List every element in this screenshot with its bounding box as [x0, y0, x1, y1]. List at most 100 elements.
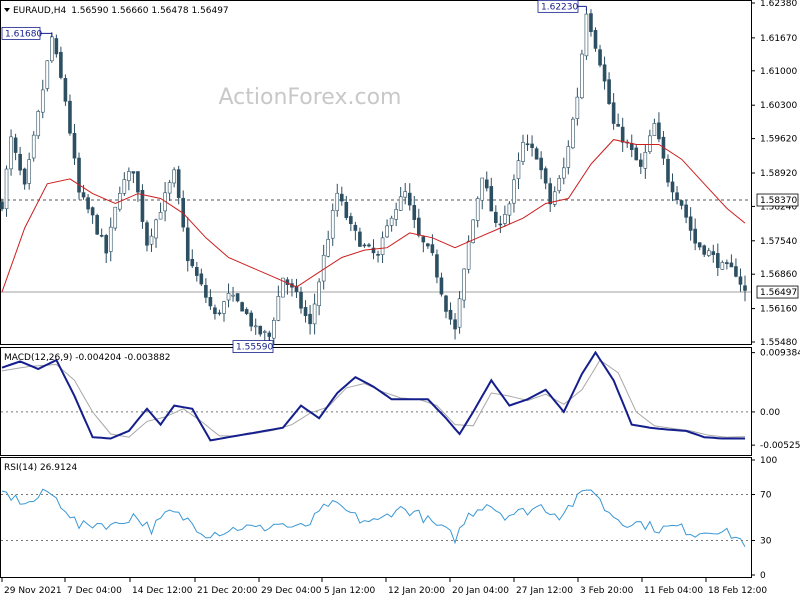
rsi-y-tick-label: 0	[760, 571, 766, 581]
candle-body	[471, 219, 475, 243]
candle-body	[584, 13, 589, 57]
candle-body	[217, 312, 222, 315]
candle-body	[697, 242, 702, 248]
rsi-panel-frame	[0, 457, 752, 578]
x-tick-label: 11 Feb 04:00	[644, 586, 703, 596]
candle-body	[362, 244, 367, 247]
candle-body	[480, 177, 485, 201]
candle-body	[580, 53, 584, 99]
candle-body	[299, 291, 303, 309]
candle-body	[512, 179, 516, 204]
price-panel-frame	[0, 0, 752, 345]
candle-body	[176, 169, 181, 198]
candle-body	[22, 168, 27, 185]
candle-body	[466, 240, 471, 270]
x-tick-label: 14 Dec 12:00	[132, 586, 193, 596]
candle-body	[602, 64, 607, 82]
candle-body	[122, 179, 127, 194]
candle-body	[145, 222, 149, 246]
candle-body	[104, 235, 109, 254]
rsi-y-tick-label: 70	[760, 491, 772, 501]
macd-panel-frame	[0, 347, 752, 456]
candle-body	[371, 247, 376, 254]
candle-body	[489, 186, 494, 212]
candle-body	[90, 207, 95, 216]
candle-body	[598, 49, 602, 66]
candle-body	[403, 191, 408, 198]
candle-body	[734, 266, 738, 277]
candle-body	[620, 126, 625, 143]
candle-body	[308, 313, 312, 325]
annotation-box	[537, 0, 579, 13]
candle-body	[240, 302, 244, 312]
candle-body	[421, 236, 426, 243]
candle-body	[453, 319, 457, 330]
candle-body	[534, 148, 539, 160]
price-level-tag-box	[756, 285, 799, 299]
watermark: ActionForex.com	[219, 85, 402, 110]
candle-body	[4, 168, 9, 210]
price-y-axis: 1.62380 1.61670 1.61000 1.60300 1.59620 1.589…	[751, 0, 797, 348]
candle-body	[634, 147, 639, 161]
candle-body	[616, 124, 620, 127]
candle-body	[376, 254, 380, 256]
rsi-y-tick-label: 30	[760, 537, 772, 547]
x-tick-label: 7 Dec 04:00	[67, 586, 122, 596]
candle-body	[99, 235, 104, 237]
candle-body	[54, 38, 59, 55]
x-tick-label: 29 Nov 2021	[4, 586, 62, 596]
candle-body	[521, 142, 525, 162]
rsi-title: RSI(14) 26.9124	[4, 463, 77, 473]
candle-body	[27, 159, 31, 184]
candle-body	[222, 301, 226, 314]
candle-body	[31, 134, 36, 159]
candle-body	[725, 262, 729, 265]
price-y-tick-label: 1.60300	[760, 101, 797, 111]
candle-body	[484, 179, 489, 189]
candle-body	[108, 226, 113, 252]
candle-body	[50, 36, 54, 62]
candle-body	[339, 193, 344, 202]
candle-body	[475, 198, 480, 221]
candle-body	[204, 285, 208, 298]
candle-body	[670, 181, 675, 193]
candle-body	[249, 312, 253, 327]
candle-body	[684, 204, 688, 218]
candle-body	[272, 320, 276, 339]
candle-body	[267, 332, 272, 337]
candle-body	[539, 157, 543, 171]
candle-body	[13, 137, 18, 153]
candle-body	[140, 190, 145, 222]
candle-body	[407, 192, 412, 206]
candle-body	[77, 157, 81, 193]
candle-body	[566, 146, 571, 168]
candle-body	[426, 243, 430, 247]
candle-body	[417, 217, 421, 236]
candle-body	[213, 307, 217, 315]
candle-body	[335, 192, 340, 211]
time-x-axis: 29 Nov 2021 7 Dec 04:00 14 Dec 12:00 21 Dec…	[1, 578, 767, 596]
candle-body	[643, 152, 648, 169]
candle-body	[457, 298, 462, 328]
price-y-tick-label: 1.61000	[760, 67, 797, 77]
price-candles	[0, 8, 747, 346]
candle-body	[235, 293, 240, 302]
candle-body	[711, 251, 716, 255]
candle-body	[367, 244, 371, 247]
candle-body	[394, 209, 398, 220]
candle-body	[344, 201, 349, 218]
candle-body	[281, 277, 285, 298]
candle-body	[530, 143, 534, 148]
candle-body	[525, 143, 530, 146]
dropdown-triangle-icon[interactable]	[4, 8, 10, 12]
candle-body	[385, 225, 389, 238]
candle-body	[18, 153, 22, 171]
candle-body	[657, 122, 661, 140]
candle-body	[63, 78, 68, 102]
candle-body	[36, 111, 41, 137]
x-tick-label: 5 Jan 12:00	[324, 586, 376, 596]
candle-body	[95, 215, 99, 235]
candle-body	[552, 191, 557, 205]
candle-body	[208, 297, 213, 307]
